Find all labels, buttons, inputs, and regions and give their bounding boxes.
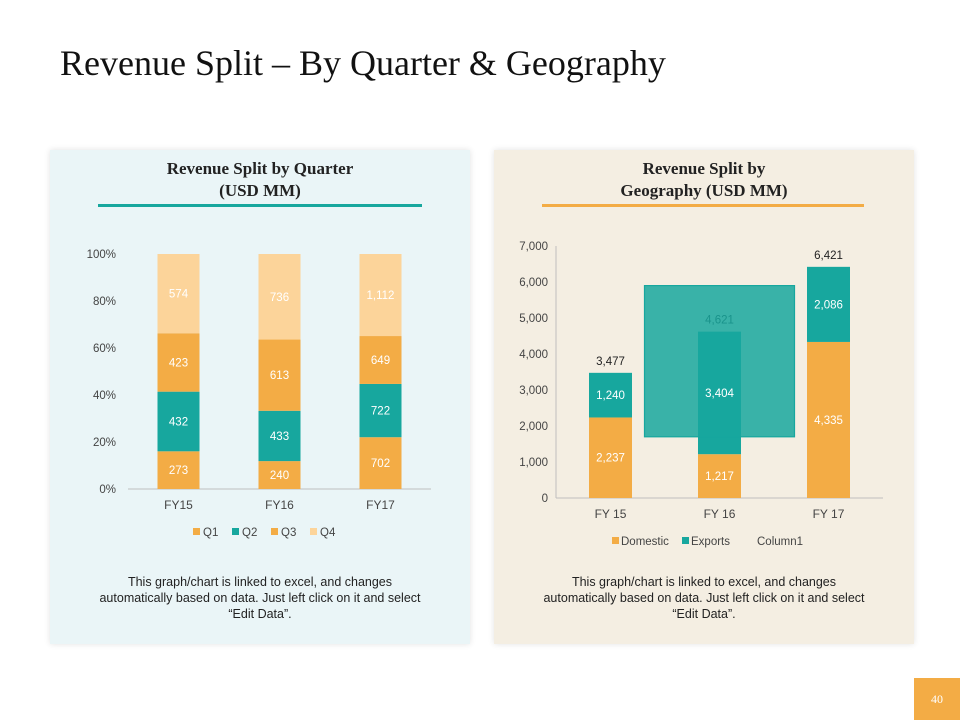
total-label: 6,421	[814, 250, 843, 262]
bar-domestic-fy16	[698, 454, 741, 498]
legend-label-q1: Q1	[203, 527, 218, 539]
bar-domestic-fy17	[807, 341, 850, 498]
geography-panel-title-line2: Geography (USD MM)	[620, 181, 788, 200]
legend-swatch-domestic	[612, 537, 619, 544]
data-label: 722	[371, 406, 390, 418]
bar-exports-fy15	[589, 372, 632, 418]
x-tick-label: FY 15	[595, 507, 627, 521]
data-label: 273	[169, 465, 188, 477]
legend-label-q3: Q3	[281, 527, 296, 539]
bar-q2-fy17	[359, 383, 402, 438]
data-label: 613	[270, 370, 289, 382]
y-tick-label: 100%	[87, 249, 116, 261]
bar-q4-fy17	[359, 254, 402, 337]
page-number: 40	[914, 678, 960, 720]
bar-q1-fy17	[359, 437, 402, 489]
y-tick-label: 80%	[93, 296, 116, 308]
y-tick-label: 7,000	[519, 241, 548, 253]
y-tick-label: 5,000	[519, 313, 548, 325]
highlight-box-border	[643, 285, 796, 438]
geography-panel: Revenue Split by Geography (USD MM) 0 1,0…	[494, 150, 914, 644]
legend-label-q2: Q2	[242, 527, 257, 539]
data-label: 432	[169, 416, 188, 428]
data-label: 2,237	[596, 453, 625, 465]
geography-chart-note: This graph/chart is linked to excel, and…	[543, 575, 865, 621]
geography-chart[interactable]: 0 1,000 2,000 3,000 4,000 5,000 6,000 7,000 2,23…	[494, 150, 914, 570]
x-tick-label: FY15	[164, 498, 193, 512]
bar-q2-fy15	[157, 391, 200, 452]
geography-panel-title-line1: Revenue Split by	[642, 159, 766, 178]
data-label: 2,086	[814, 299, 843, 311]
bar-domestic-fy15	[589, 417, 632, 498]
quarter-panel-title: Revenue Split by Quarter (USD MM)	[70, 158, 450, 202]
data-label: 433	[270, 431, 289, 443]
quarter-panel: Revenue Split by Quarter (USD MM) 0% 20% 4…	[50, 150, 470, 644]
quarter-panel-title-line2: (USD MM)	[219, 181, 301, 200]
y-tick-label: 4,000	[519, 349, 548, 361]
data-label: 1,217	[705, 471, 734, 483]
highlight-box	[644, 285, 795, 437]
y-tick-label: 2,000	[519, 421, 548, 433]
x-tick-label: FY 16	[704, 507, 736, 521]
x-tick-label: FY16	[265, 498, 294, 512]
y-tick-label: 6,000	[519, 277, 548, 289]
data-label: 649	[371, 355, 390, 367]
bar-q4-fy15	[157, 254, 200, 334]
bar-q4-fy16	[258, 254, 301, 340]
geography-title-underline	[542, 204, 864, 207]
y-tick-label: 20%	[93, 437, 116, 449]
legend-label-domestic: Domestic	[621, 536, 669, 548]
data-label: 240	[270, 470, 289, 482]
legend-swatch-q4	[310, 528, 317, 535]
data-label: 574	[169, 289, 189, 301]
y-tick-label: 40%	[93, 390, 116, 402]
bar-q1-fy15	[157, 451, 200, 489]
legend-label-exports: Exports	[691, 536, 730, 548]
bar-exports-fy17	[807, 266, 850, 342]
data-label: 1,112	[367, 290, 395, 302]
bar-q3-fy16	[258, 339, 301, 411]
y-tick-label: 3,000	[519, 385, 548, 397]
y-tick-label: 0	[542, 493, 548, 505]
legend-label-q4: Q4	[320, 527, 336, 539]
quarter-panel-title-line1: Revenue Split by Quarter	[166, 159, 354, 178]
legend-swatch-exports	[682, 537, 689, 544]
y-tick-label: 60%	[93, 343, 116, 355]
x-tick-label: FY17	[366, 498, 395, 512]
bar-q3-fy17	[359, 336, 402, 384]
legend-swatch-q2	[232, 528, 239, 535]
y-tick-label: 1,000	[519, 457, 548, 469]
data-label-highlight: 3,404	[705, 388, 734, 400]
bar-q1-fy16	[258, 461, 301, 489]
geography-panel-title: Revenue Split by Geography (USD MM)	[514, 158, 894, 202]
quarter-chart[interactable]: 0% 20% 40% 60% 80% 100% 273 432 423 574 FY15 240 433…	[50, 150, 470, 570]
data-label: 423	[169, 357, 188, 369]
x-tick-label: FY 17	[813, 507, 845, 521]
data-label: 736	[270, 292, 289, 304]
data-label: 1,240	[596, 390, 625, 402]
y-tick-label: 0%	[99, 484, 116, 496]
legend-label-column1: Column1	[757, 536, 803, 548]
quarter-title-underline	[98, 204, 422, 207]
bar-q2-fy16	[258, 410, 301, 462]
legend-swatch-q1	[193, 528, 200, 535]
legend-swatch-q3	[271, 528, 278, 535]
data-label: 702	[371, 458, 390, 470]
bar-q3-fy15	[157, 333, 200, 392]
total-label: 3,477	[596, 356, 625, 368]
quarter-chart-note: This graph/chart is linked to excel, and…	[99, 575, 421, 621]
data-label: 4,335	[814, 415, 843, 427]
slide-title: Revenue Split – By Quarter & Geography	[60, 43, 666, 83]
